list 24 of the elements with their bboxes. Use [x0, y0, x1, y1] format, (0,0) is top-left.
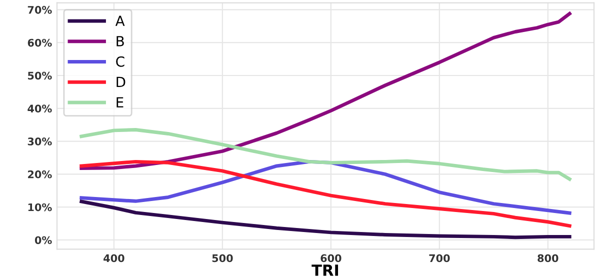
line-series [80, 12, 572, 170]
y-tick-label: 30% [28, 138, 52, 146]
x-tick-label: 800 [538, 254, 558, 262]
y-tick-label: 60% [28, 38, 52, 47]
legend-label: C [116, 56, 124, 67]
y-tick-label: 10% [28, 203, 52, 212]
line-series [80, 128, 572, 181]
legend-label: B [116, 36, 124, 46]
x-tick-label: 700 [429, 254, 450, 262]
y-tick-label: 70% [28, 6, 52, 14]
x-tick-label: 400 [104, 254, 124, 262]
legend-label: A [115, 16, 125, 26]
legend-label: D [116, 76, 126, 88]
y-tick-label: 40% [28, 104, 52, 113]
line-series [80, 200, 572, 240]
x-axis-title: TRI [312, 264, 338, 276]
line-series [80, 160, 572, 228]
y-tick-label: 0% [34, 236, 52, 244]
line-series [80, 160, 572, 215]
y-tick-label: 50% [28, 72, 52, 80]
legend-label: E [116, 97, 124, 108]
y-tick-label: 20% [28, 170, 52, 178]
x-tick-label: 500 [212, 254, 233, 262]
x-tick-label: 600 [320, 254, 342, 262]
